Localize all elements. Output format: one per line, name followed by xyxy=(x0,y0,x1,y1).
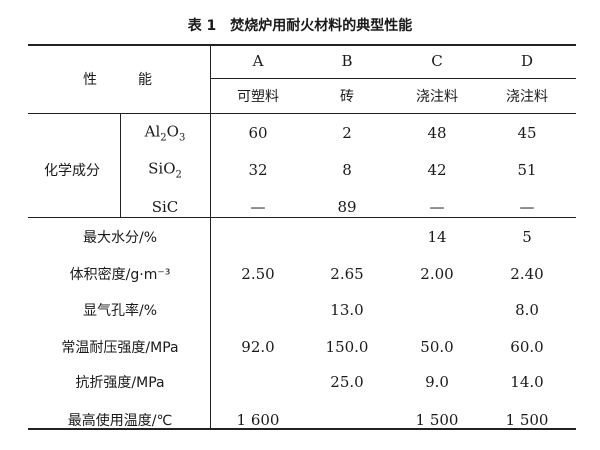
column-code: C xyxy=(431,52,443,70)
property-row-label: 常温耐压强度/MPa xyxy=(61,340,179,356)
table-cell: — xyxy=(250,198,266,216)
column-type: 浇注料 xyxy=(506,89,548,105)
column-type: 浇注料 xyxy=(416,89,458,105)
table-cell: 50.0 xyxy=(420,338,454,356)
table-cell: 13.0 xyxy=(330,301,364,319)
header-bottom-rule xyxy=(28,113,576,114)
table-cell: 2.40 xyxy=(510,265,544,283)
column-divider xyxy=(210,45,211,429)
table-cell: 51 xyxy=(517,161,537,179)
table-cell: 8 xyxy=(342,161,352,179)
header-property-1: 性 xyxy=(83,72,97,88)
column-code: A xyxy=(252,52,264,70)
chemical-divider xyxy=(120,113,121,217)
table-cell: 9.0 xyxy=(425,373,449,391)
table-cell: — xyxy=(519,198,535,216)
table-cell: 45 xyxy=(517,124,537,142)
property-row-label: 抗折强度/MPa xyxy=(75,375,165,391)
table-cell: 2.50 xyxy=(241,265,275,283)
column-type: 砖 xyxy=(340,89,354,105)
table-cell: 2.00 xyxy=(420,265,454,283)
table-cell: 1 500 xyxy=(505,411,549,429)
property-row-label: 体积密度/g·m⁻³ xyxy=(69,267,171,283)
property-row-label: 显气孔率/% xyxy=(82,303,158,319)
property-row-label: 最高使用温度/℃ xyxy=(67,413,173,429)
column-code: B xyxy=(341,52,353,70)
table-cell: 89 xyxy=(337,198,357,216)
table-cell: 92.0 xyxy=(241,338,275,356)
property-row-label: 最大水分/% xyxy=(82,230,158,246)
table-cell: 1 600 xyxy=(236,411,280,429)
table-cell: 32 xyxy=(248,161,268,179)
chemical-bottom-rule xyxy=(28,217,576,218)
table-cell: 1 500 xyxy=(415,411,459,429)
table-cell: 60.0 xyxy=(510,338,544,356)
table-cell: — xyxy=(429,198,445,216)
table-cell: 48 xyxy=(427,124,447,142)
table-cell: 5 xyxy=(522,228,532,246)
chemical-row-label: SiC xyxy=(151,198,179,216)
column-code: D xyxy=(520,52,534,70)
table-cell: 150.0 xyxy=(325,338,369,356)
table-cell: 25.0 xyxy=(330,373,364,391)
table-cell: 14 xyxy=(427,228,447,246)
column-type: 可塑料 xyxy=(237,89,279,105)
chemical-row-label: Al2O3 xyxy=(144,122,186,144)
chemical-row-label: SiO2 xyxy=(148,159,182,181)
table-cell: 14.0 xyxy=(510,373,544,391)
chemical-group-label: 化学成分 xyxy=(44,163,100,179)
table-title: 表 1 焚烧炉用耐火材料的典型性能 xyxy=(187,18,413,34)
header-divider xyxy=(210,78,576,79)
bottom-rule xyxy=(28,428,576,430)
table-cell: 8.0 xyxy=(515,301,539,319)
header-property-2: 能 xyxy=(138,72,152,88)
table-cell: 60 xyxy=(248,124,268,142)
table-cell: 42 xyxy=(427,161,447,179)
table-cell: 2 xyxy=(342,124,352,142)
table-cell: 2.65 xyxy=(330,265,364,283)
top-rule xyxy=(28,44,576,46)
